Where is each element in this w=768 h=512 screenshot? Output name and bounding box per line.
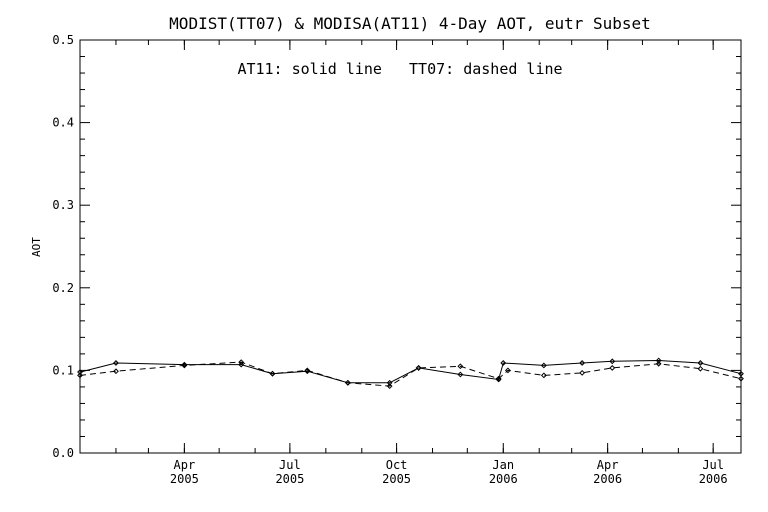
- data-point-tt07: [540, 372, 547, 379]
- series-line-at11: [79, 359, 742, 384]
- x-tick-year: 2006: [489, 472, 518, 486]
- series-annotation: AT11: solid line TT07: dashed line: [237, 60, 562, 78]
- x-tick-year: 2005: [382, 472, 411, 486]
- y-tick-label: 0.0: [52, 446, 74, 460]
- y-tick-label: 0.1: [52, 363, 74, 377]
- plot-frame: [79, 39, 742, 454]
- x-axis-ticks: Apr2005Jul2005Oct2005Jan2006Apr2006Jul20…: [115, 40, 728, 486]
- data-point-at11: [77, 369, 83, 375]
- data-point-at11: [579, 360, 586, 366]
- data-point-tt07: [579, 369, 586, 376]
- data-point-tt07: [655, 360, 662, 367]
- data-point-tt07: [457, 363, 464, 370]
- data-point-tt07: [697, 365, 704, 372]
- series-layer: [77, 357, 744, 390]
- data-point-tt07: [415, 365, 422, 371]
- data-point-tt07: [304, 367, 311, 374]
- data-point-tt07: [269, 370, 276, 377]
- x-tick-year: 2005: [275, 472, 304, 486]
- data-point-tt07: [344, 379, 351, 386]
- x-tick-year: 2006: [593, 472, 622, 486]
- x-tick-month: Oct: [386, 458, 408, 472]
- y-tick-label: 0.2: [52, 281, 74, 295]
- chart-title: MODIST(TT07) & MODISA(AT11) 4-Day AOT, e…: [169, 14, 651, 33]
- data-point-at11: [500, 360, 507, 366]
- data-point-tt07: [738, 375, 744, 382]
- data-point-at11: [181, 361, 188, 368]
- y-axis-label: AOT: [30, 237, 43, 257]
- data-point-tt07: [238, 359, 245, 366]
- data-point-tt07: [609, 365, 616, 371]
- data-point-at11: [609, 358, 616, 365]
- data-point-at11: [540, 362, 547, 369]
- data-point-at11: [655, 357, 662, 364]
- data-point-tt07: [113, 368, 119, 375]
- y-tick-label: 0.4: [52, 116, 74, 130]
- x-tick-year: 2005: [170, 472, 199, 486]
- data-point-at11: [457, 371, 464, 378]
- x-tick-month: Apr: [597, 458, 619, 472]
- x-tick-year: 2006: [699, 472, 728, 486]
- data-point-tt07: [181, 362, 188, 369]
- x-tick-month: Jul: [702, 458, 724, 472]
- series-line-tt07: [79, 361, 742, 387]
- data-point-tt07: [386, 383, 393, 390]
- data-point-tt07: [495, 375, 502, 382]
- y-tick-label: 0.3: [52, 198, 74, 212]
- y-axis-ticks: 0.0 0.1 0.2 0.3 0.4 0.5: [52, 33, 741, 460]
- data-point-tt07: [77, 372, 83, 379]
- data-point-at11: [697, 360, 704, 366]
- x-tick-month: Apr: [174, 458, 196, 472]
- data-point-at11: [113, 360, 119, 366]
- y-tick-label: 0.5: [52, 33, 74, 47]
- data-point-at11: [386, 379, 393, 386]
- x-tick-month: Jan: [492, 458, 514, 472]
- data-point-at11: [238, 361, 245, 368]
- x-tick-month: Jul: [279, 458, 301, 472]
- data-point-tt07: [505, 367, 511, 374]
